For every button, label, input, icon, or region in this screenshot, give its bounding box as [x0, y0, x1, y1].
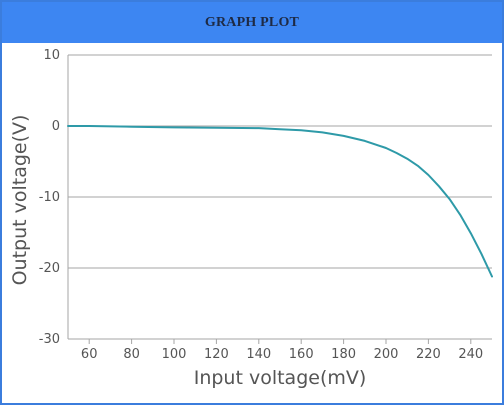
x-tick-label: 120 — [204, 347, 229, 362]
y-tick-label: -20 — [39, 261, 60, 276]
x-tick-label: 220 — [416, 347, 441, 362]
series-line — [67, 125, 493, 278]
x-tick-label: 240 — [458, 347, 483, 362]
y-axis-title: Output voltage(V) — [9, 115, 31, 286]
y-tick-label: -10 — [39, 190, 60, 205]
chart-header: GRAPH PLOT — [2, 2, 502, 43]
x-tick-label: 180 — [331, 347, 356, 362]
x-tick-label: 200 — [374, 347, 399, 362]
y-tick-label: -30 — [39, 332, 60, 347]
x-tick-label: 100 — [162, 347, 187, 362]
x-tick-label: 160 — [289, 347, 314, 362]
x-tick-label: 140 — [246, 347, 271, 362]
chart-title: GRAPH PLOT — [204, 14, 300, 30]
x-tick-label: 60 — [81, 347, 98, 362]
x-axis-title: Input voltage(mV) — [194, 367, 367, 389]
y-tick-label: 0 — [52, 119, 60, 134]
x-tick-label: 80 — [123, 347, 140, 362]
y-tick-label: 10 — [43, 48, 60, 63]
